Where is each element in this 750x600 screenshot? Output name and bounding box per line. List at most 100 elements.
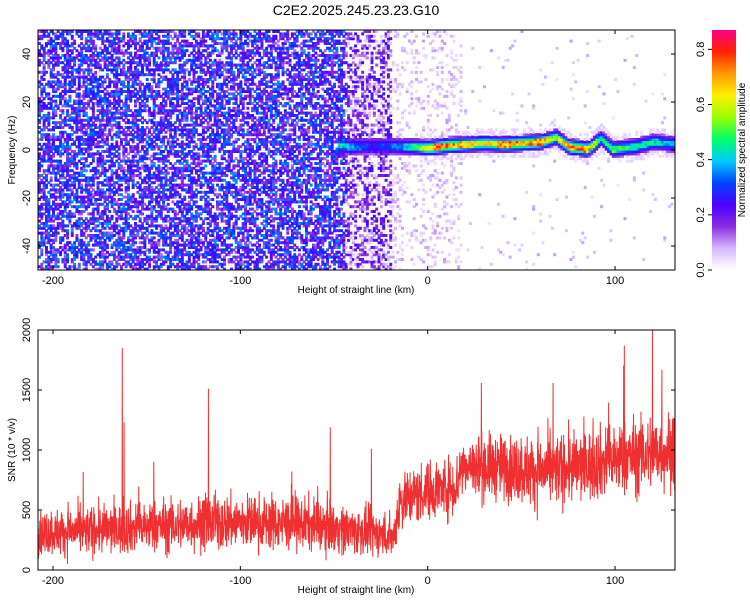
heatmap-cell: [204, 142, 208, 146]
heatmap-cell: [152, 121, 156, 125]
heatmap-cell: [117, 241, 121, 245]
heatmap-cell: [75, 200, 79, 204]
heatmap-cell: [185, 183, 189, 187]
heatmap-cell: [49, 46, 53, 50]
heatmap-cell: [194, 181, 198, 185]
heatmap-cell: [159, 51, 163, 55]
heatmap-cell: [91, 73, 95, 77]
heatmap-cell: [138, 174, 142, 177]
heatmap-cell: [91, 210, 95, 213]
heatmap-cell: [115, 188, 119, 192]
heatmap-cell: [84, 46, 88, 50]
heatmap-cell: [52, 128, 55, 132]
heatmap-cell: [215, 265, 219, 269]
heatmap-cell: [101, 157, 105, 161]
heatmap-cell: [187, 109, 191, 113]
heatmap-cell: [66, 109, 70, 113]
heatmap-cell: [145, 135, 149, 139]
heatmap-cell: [162, 54, 166, 57]
heatmap-cell: [192, 73, 196, 77]
heatmap-cell: [194, 219, 198, 223]
heatmap-cell: [61, 200, 65, 204]
heatmap-cell: [201, 171, 205, 175]
heatmap-cell: [159, 231, 163, 235]
heatmap-cell: [178, 253, 182, 257]
heatmap-cell: [49, 106, 53, 110]
heatmap-cell: [115, 226, 119, 230]
heatmap-cell: [129, 150, 133, 153]
heatmap-cell: [164, 178, 168, 182]
heatmap-cell: [63, 214, 67, 218]
heatmap-cell: [197, 248, 201, 252]
heatmap-cell: [131, 147, 135, 151]
heatmap-cell: [134, 75, 137, 79]
heatmap-cell: [47, 152, 51, 156]
heatmap-cell: [49, 154, 53, 158]
heatmap-cell: [208, 147, 212, 151]
heatmap-cell: [155, 61, 159, 65]
heatmap-cell: [77, 128, 81, 132]
heatmap-cell: [180, 82, 184, 86]
heatmap-cell: [164, 61, 168, 65]
heatmap-cell: [129, 195, 133, 199]
heatmap-cell: [211, 49, 215, 53]
heatmap-cell: [194, 231, 198, 235]
heatmap-cell: [131, 248, 135, 252]
heatmap-cell: [77, 106, 81, 110]
heatmap-cell: [155, 68, 159, 72]
heatmap-cell: [197, 46, 201, 50]
heatmap-cell: [134, 66, 137, 69]
heatmap-cell: [54, 260, 58, 264]
heatmap-cell: [84, 133, 88, 137]
heatmap-cell: [192, 111, 196, 115]
heatmap-cell: [134, 92, 137, 96]
heatmap-cell: [84, 207, 88, 211]
heatmap-cell: [52, 85, 55, 89]
heatmap-cell: [166, 152, 170, 156]
heatmap-cell: [173, 234, 177, 237]
heatmap-cell: [108, 51, 112, 55]
heatmap-cell: [56, 205, 60, 209]
heatmap-cell: [54, 265, 58, 269]
heatmap-cell: [178, 109, 182, 113]
heatmap-cell: [115, 202, 119, 206]
heatmap-cell: [129, 262, 133, 266]
heatmap-cell: [192, 34, 196, 38]
heatmap-cell: [220, 207, 224, 211]
heatmap-cell: [56, 152, 60, 156]
heatmap-cell: [101, 166, 105, 170]
heatmap-cell: [91, 34, 95, 38]
heatmap-cell: [115, 212, 119, 216]
heatmap-cell: [211, 37, 215, 41]
heatmap-cell: [115, 80, 119, 84]
heatmap-cell: [223, 90, 226, 93]
heatmap-cell: [89, 106, 93, 110]
heatmap-cell: [73, 58, 77, 62]
heatmap-cell: [54, 111, 58, 115]
heatmap-cell: [183, 123, 187, 127]
heatmap-cell: [126, 159, 130, 163]
heatmap-cell: [52, 212, 55, 216]
heatmap-cell: [117, 166, 121, 170]
heatmap-cell: [176, 229, 180, 233]
heatmap-cell: [87, 241, 91, 245]
heatmap-cell: [126, 241, 130, 245]
heatmap-cell: [150, 219, 154, 223]
heatmap-cell: [180, 200, 184, 204]
heatmap-cell: [215, 224, 219, 228]
heatmap-cell: [218, 176, 222, 180]
heatmap-cell: [143, 145, 147, 149]
heatmap-cell: [162, 205, 166, 209]
heatmap-cell: [68, 157, 72, 161]
heatmap-cell: [129, 90, 133, 93]
heatmap-cell: [150, 147, 154, 151]
heatmap-cell: [211, 145, 215, 149]
heatmap-cell: [215, 126, 219, 129]
heatmap-cell: [143, 106, 147, 110]
heatmap-cell: [75, 267, 79, 270]
heatmap-cell: [40, 135, 44, 139]
heatmap-cell: [197, 169, 201, 173]
heatmap-cell: [143, 104, 147, 108]
heatmap-cell: [138, 130, 142, 134]
heatmap-cell: [94, 66, 98, 69]
